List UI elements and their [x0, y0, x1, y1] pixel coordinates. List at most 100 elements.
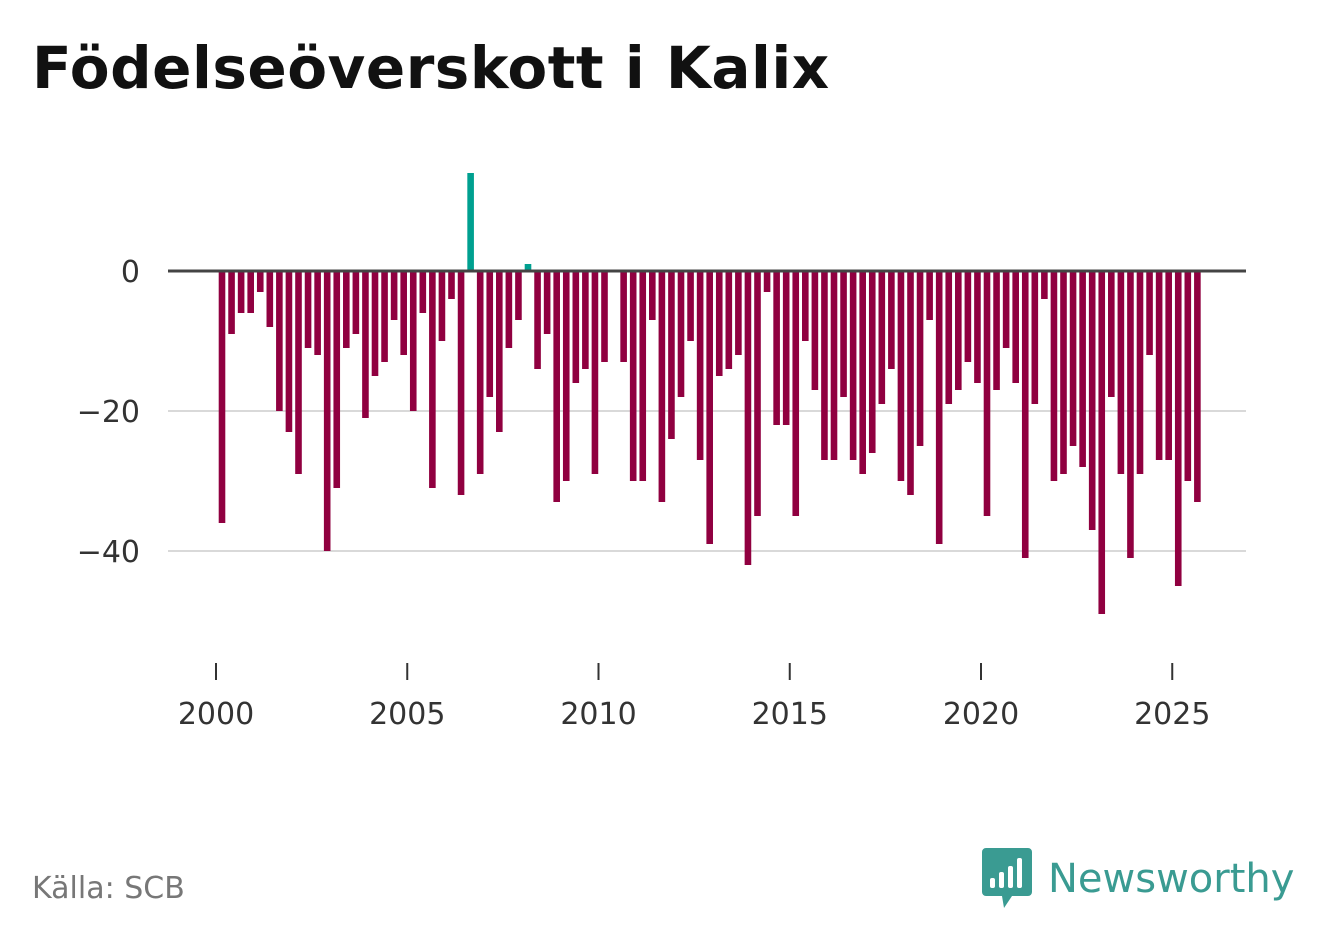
bar-67 — [859, 271, 866, 474]
bar-19 — [400, 271, 407, 355]
bar-37 — [572, 271, 580, 383]
bar-8 — [295, 271, 302, 474]
y-tick-label-2: −40 — [77, 535, 140, 570]
bar-86 — [1041, 271, 1048, 299]
bar-3 — [247, 271, 254, 313]
bar-81 — [993, 271, 1000, 390]
bar-77 — [955, 271, 962, 390]
bar-48 — [677, 271, 685, 397]
bar-32 — [524, 264, 532, 271]
bar-101 — [1184, 271, 1192, 481]
bar-45 — [649, 271, 656, 320]
newsworthy-logo-icon — [982, 848, 1032, 908]
bar-84 — [1021, 271, 1029, 558]
x-tick-label-2000: 2000 — [178, 697, 254, 732]
bar-72 — [907, 271, 914, 495]
bar-97 — [1146, 271, 1153, 355]
bar-25 — [457, 271, 465, 495]
bar-83 — [1012, 271, 1019, 383]
bar-90 — [1079, 271, 1086, 467]
bar-22 — [429, 271, 436, 488]
bar-24 — [448, 271, 455, 299]
bar-87 — [1050, 271, 1058, 481]
x-tick-label-2015: 2015 — [752, 697, 828, 732]
x-axis-ticks: 2000 2005 2010 2015 2020 2025 — [178, 663, 1210, 732]
bar-82 — [1002, 271, 1010, 348]
bar-60 — [792, 271, 800, 516]
bar-26 — [467, 173, 474, 271]
bar-98 — [1155, 271, 1163, 460]
bar-30 — [505, 271, 513, 348]
bar-55 — [744, 271, 752, 565]
bar-99 — [1165, 271, 1172, 460]
bar-85 — [1031, 271, 1039, 404]
bar-1 — [228, 271, 235, 334]
bar-9 — [304, 271, 312, 348]
bar-13 — [343, 271, 350, 348]
bar-36 — [562, 271, 570, 481]
bar-57 — [763, 271, 771, 292]
bar-89 — [1069, 271, 1077, 446]
bar-21 — [419, 271, 427, 313]
bar-20 — [409, 271, 417, 411]
bar-95 — [1127, 271, 1134, 558]
bar-66 — [849, 271, 857, 460]
bar-69 — [878, 271, 886, 404]
bar-78 — [964, 271, 972, 362]
bar-80 — [983, 271, 991, 516]
bar-61 — [802, 271, 809, 341]
bar-47 — [668, 271, 675, 439]
bar-58 — [773, 271, 780, 425]
bar-96 — [1136, 271, 1144, 474]
bar-64 — [830, 271, 838, 460]
bar-91 — [1088, 271, 1096, 530]
bar-74 — [926, 271, 933, 320]
bars — [218, 173, 1201, 614]
bar-71 — [897, 271, 905, 481]
bar-16 — [371, 271, 379, 376]
bar-4 — [256, 271, 264, 292]
bar-15 — [362, 271, 369, 418]
bar-65 — [840, 271, 847, 397]
bar-44 — [639, 271, 647, 481]
bar-0 — [218, 271, 226, 523]
bar-75 — [935, 271, 943, 544]
y-axis-ticks: 0 −20 −40 — [77, 255, 140, 570]
bar-59 — [782, 271, 790, 425]
y-tick-label-0: 0 — [121, 255, 140, 290]
brand-name: Newsworthy — [1048, 856, 1295, 902]
chart-title: Födelseöverskott i Kalix — [32, 34, 830, 102]
bar-88 — [1060, 271, 1067, 474]
x-tick-label-2005: 2005 — [369, 697, 445, 732]
bar-102 — [1194, 271, 1201, 502]
bar-28 — [486, 271, 494, 397]
bar-27 — [476, 271, 484, 474]
x-tick-label-2010: 2010 — [560, 697, 636, 732]
x-tick-label-2025: 2025 — [1134, 697, 1210, 732]
bar-18 — [390, 271, 398, 320]
bar-63 — [821, 271, 828, 460]
source-label: Källa: SCB — [32, 871, 185, 906]
bar-100 — [1174, 271, 1182, 586]
bar-29 — [496, 271, 503, 432]
bar-94 — [1117, 271, 1125, 474]
x-tick-label-2020: 2020 — [943, 697, 1019, 732]
bar-93 — [1108, 271, 1115, 397]
bar-33 — [534, 271, 541, 369]
bar-23 — [438, 271, 446, 341]
bar-43 — [629, 271, 637, 481]
bar-73 — [916, 271, 924, 446]
bar-51 — [706, 271, 713, 544]
bar-92 — [1098, 271, 1106, 614]
bar-12 — [333, 271, 341, 488]
bar-46 — [658, 271, 666, 502]
bar-54 — [735, 271, 742, 355]
bar-62 — [811, 271, 819, 390]
bar-5 — [266, 271, 274, 327]
bar-14 — [352, 271, 360, 334]
bar-17 — [381, 271, 388, 362]
bar-10 — [314, 271, 321, 355]
bar-68 — [868, 271, 876, 453]
bar-53 — [725, 271, 733, 369]
